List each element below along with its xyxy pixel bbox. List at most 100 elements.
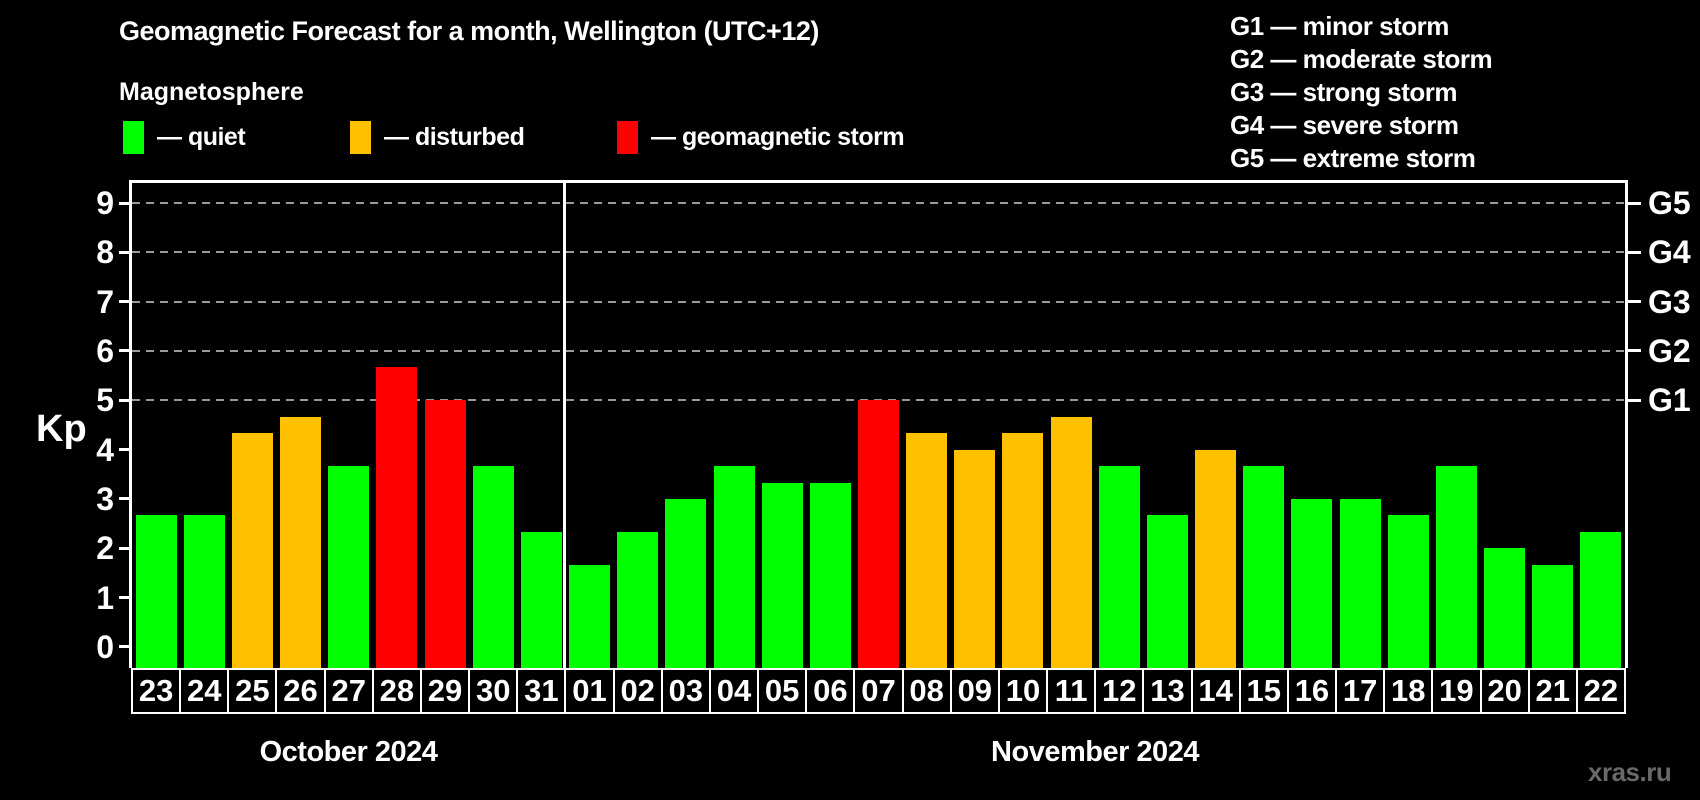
y-tick-label-4: 4 <box>96 431 114 468</box>
kp-bar-october-28 <box>376 367 418 668</box>
kp-bar-october-31 <box>520 532 562 668</box>
y-tick-label-5: 5 <box>96 382 114 419</box>
g-tick-g3 <box>1628 300 1641 304</box>
y-tick-4 <box>119 448 132 452</box>
date-cell-november-05: 05 <box>757 668 808 714</box>
y-tick-label-7: 7 <box>96 283 114 320</box>
date-cell-november-07: 07 <box>853 668 904 714</box>
legend-item-storm: — geomagnetic storm <box>617 121 905 154</box>
date-cell-october-31: 31 <box>516 668 567 714</box>
y-tick-label-8: 8 <box>96 234 114 271</box>
chart-subtitle: Magnetosphere <box>119 78 304 106</box>
date-cell-october-24: 24 <box>179 668 230 714</box>
kp-bar-november-18 <box>1387 515 1429 668</box>
kp-bar-november-13 <box>1146 515 1188 668</box>
date-cell-november-08: 08 <box>901 668 952 714</box>
plot-border-right <box>1625 180 1628 668</box>
date-cell-november-01: 01 <box>564 668 615 714</box>
kp-bar-november-12 <box>1098 465 1140 668</box>
legend-label-storm: — geomagnetic storm <box>651 123 905 151</box>
legend-label-quiet: — quiet <box>157 123 246 151</box>
kp-bar-november-04 <box>713 465 755 668</box>
date-cell-november-18: 18 <box>1383 668 1434 714</box>
y-tick-9 <box>119 201 132 205</box>
kp-bar-november-07 <box>858 400 899 668</box>
kp-bar-november-11 <box>1050 416 1092 668</box>
y-tick-label-2: 2 <box>96 530 114 567</box>
g-tick-label-g2: G2 <box>1648 332 1691 369</box>
date-cell-november-03: 03 <box>660 668 711 714</box>
kp-bar-november-06 <box>809 482 851 668</box>
gridline-kp9 <box>132 202 1625 204</box>
date-cell-november-13: 13 <box>1142 668 1193 714</box>
plot-border-left <box>129 180 132 668</box>
y-tick-2 <box>119 546 132 550</box>
y-tick-label-6: 6 <box>96 332 114 369</box>
kp-bar-november-15 <box>1243 465 1285 668</box>
g-tick-g1 <box>1628 398 1641 402</box>
y-tick-label-9: 9 <box>96 185 114 221</box>
disturbed-color-swatch <box>350 121 371 154</box>
kp-bar-november-21 <box>1532 564 1574 668</box>
gridline-kp6 <box>132 349 1625 352</box>
legend-item-disturbed: — disturbed <box>350 121 525 154</box>
gridline-kp5 <box>132 399 1625 402</box>
date-cell-october-29: 29 <box>419 668 471 714</box>
date-cell-october-30: 30 <box>468 668 519 714</box>
y-tick-7 <box>119 300 132 304</box>
date-cell-october-23: 23 <box>131 668 182 714</box>
date-cell-november-12: 12 <box>1094 668 1145 714</box>
kp-bar-november-14 <box>1195 449 1237 668</box>
date-cell-november-06: 06 <box>805 668 856 714</box>
date-cell-october-25: 25 <box>227 668 278 714</box>
g-scale-legend: G1 — minor storm G2 — moderate storm G3 … <box>1230 10 1493 175</box>
y-tick-3 <box>119 497 132 501</box>
kp-bar-october-27 <box>328 465 370 668</box>
date-cell-november-15: 15 <box>1238 668 1289 714</box>
g-tick-g5 <box>1628 201 1641 205</box>
kp-bar-november-09 <box>954 449 996 668</box>
date-cell-november-16: 16 <box>1286 668 1338 714</box>
y-tick-8 <box>119 250 132 254</box>
kp-bar-november-03 <box>665 499 707 668</box>
y-tick-0 <box>119 645 132 649</box>
kp-bar-october-30 <box>472 465 514 668</box>
date-cell-november-21: 21 <box>1527 668 1578 714</box>
g5-legend-line: G5 — extreme storm <box>1230 143 1476 173</box>
kp-bar-november-17 <box>1339 499 1381 668</box>
date-cell-november-19: 19 <box>1431 668 1482 714</box>
g3-legend-line: G3 — strong storm <box>1230 77 1457 107</box>
date-cell-november-09: 09 <box>949 668 1000 714</box>
date-cell-november-04: 04 <box>708 668 760 714</box>
kp-bar-october-23 <box>135 515 177 668</box>
kp-bar-november-08 <box>906 433 948 668</box>
date-cell-october-27: 27 <box>323 668 374 714</box>
date-cell-november-10: 10 <box>997 668 1049 714</box>
gridline-kp7 <box>132 300 1625 303</box>
kp-bar-november-20 <box>1484 548 1526 668</box>
plot-border-top <box>129 180 1628 183</box>
kp-bar-october-29 <box>424 400 466 668</box>
y-tick-label-0: 0 <box>96 628 114 665</box>
kp-bar-november-05 <box>761 482 803 668</box>
date-cell-november-14: 14 <box>1190 668 1241 714</box>
date-cell-october-26: 26 <box>275 668 326 714</box>
g4-legend-line: G4 — severe storm <box>1230 110 1459 140</box>
g1-legend-line: G1 — minor storm <box>1230 11 1449 41</box>
kp-bar-october-26 <box>280 416 322 668</box>
kp-bar-october-24 <box>183 515 225 668</box>
date-cell-october-28: 28 <box>371 668 422 714</box>
date-cell-november-20: 20 <box>1479 668 1530 714</box>
g-tick-label-g5: G5 <box>1648 185 1691 221</box>
date-cell-november-02: 02 <box>612 668 663 714</box>
date-cell-november-22: 22 <box>1575 668 1626 714</box>
y-tick-1 <box>119 596 132 600</box>
g-tick-label-g4: G4 <box>1648 234 1691 271</box>
y-tick-label-3: 3 <box>96 480 114 517</box>
watermark: xras.ru <box>1588 757 1672 787</box>
kp-bar-november-01 <box>569 564 611 668</box>
kp-bar-october-25 <box>231 433 273 668</box>
y-tick-5 <box>119 398 132 402</box>
g-tick-g4 <box>1628 250 1641 254</box>
